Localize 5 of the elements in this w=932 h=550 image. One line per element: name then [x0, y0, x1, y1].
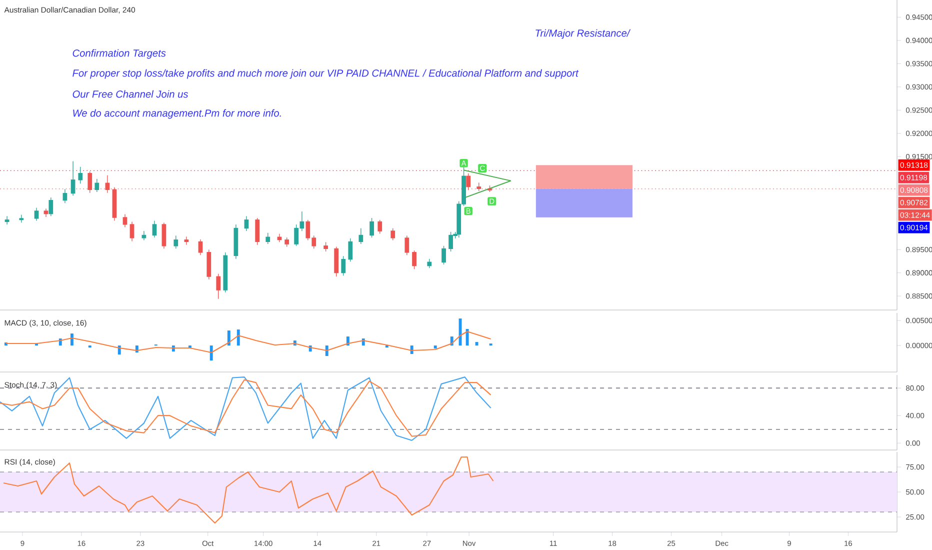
annotation: Confirmation Targets	[72, 49, 166, 59]
annotation: We do account management.Pm for more info.	[73, 109, 281, 119]
annotation: Tri/Major Resistance/	[536, 29, 631, 39]
annotation: For proper stop loss/take profits and much more join our VIP PAID CHANNEL / Educational Platform and support	[72, 69, 579, 79]
annotation: Our Free Channel Join us	[72, 90, 188, 98]
